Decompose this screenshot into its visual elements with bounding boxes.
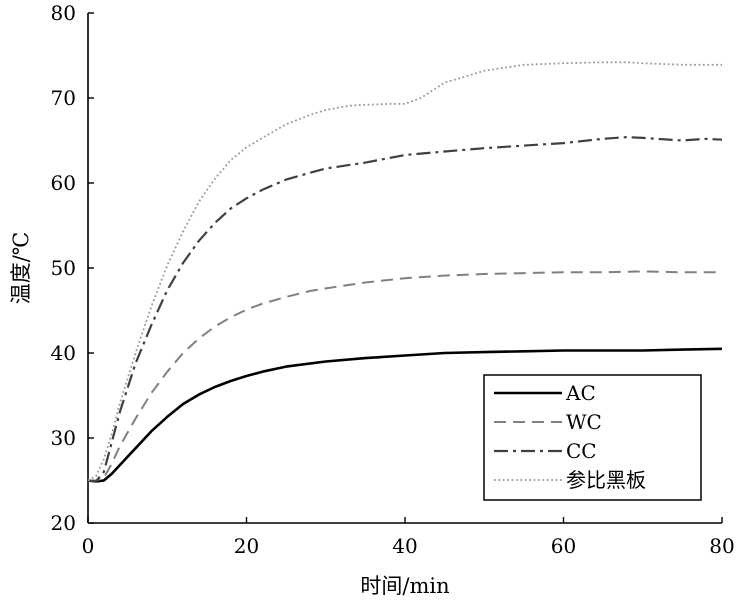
y-tick-label: 80 [51, 1, 76, 25]
y-tick-label: 70 [51, 86, 76, 110]
series-line-3 [87, 136, 723, 483]
x-axis-title: 时间/min [360, 574, 449, 598]
series-line-1 [87, 347, 723, 483]
legend-label-1: AC [565, 381, 596, 405]
x-tick-label: 80 [709, 534, 734, 558]
legend-label-4: 参比黑板 [566, 468, 646, 492]
x-tick-label: 40 [392, 534, 417, 558]
x-tick-label: 20 [234, 534, 259, 558]
y-tick-label: 20 [51, 511, 76, 535]
legend-box [483, 374, 702, 501]
y-axis-title: 温度/℃ [9, 232, 33, 305]
series-lines [87, 61, 723, 483]
y-tick-label: 60 [51, 171, 76, 195]
y-tick-label: 50 [51, 256, 76, 280]
y-tick-label: 30 [51, 426, 76, 450]
legend-label-3: CC [566, 439, 597, 463]
series-line-2 [88, 270, 722, 482]
series-line-4 [87, 61, 722, 482]
legend-label-2: WC [566, 410, 602, 434]
x-tick-label: 0 [82, 534, 95, 558]
y-tick-label: 40 [51, 341, 76, 365]
x-tick-label: 60 [551, 534, 576, 558]
legend: AC WC CC 参比黑板 [483, 374, 702, 501]
